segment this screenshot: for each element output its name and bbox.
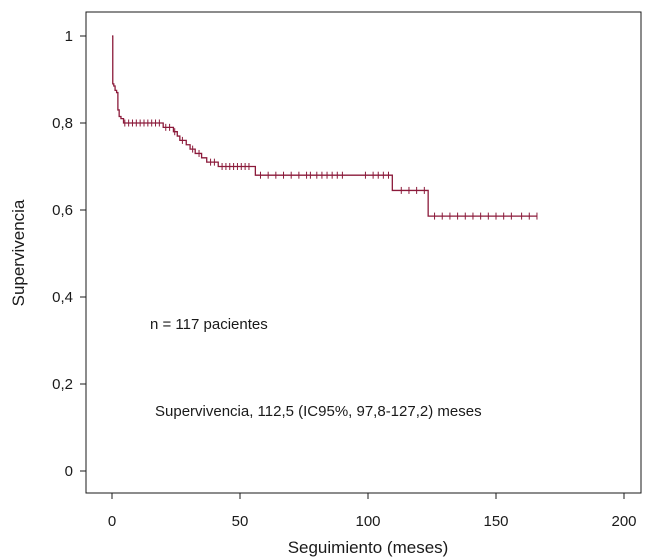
plot-frame (85, 11, 642, 494)
censor-marks (124, 119, 538, 220)
x-axis: 0 50 100 150 200 (108, 493, 637, 530)
x-tick-label: 200 (611, 513, 636, 530)
y-axis-title: Supervivencia (9, 199, 28, 306)
y-tick-label: 0,4 (52, 289, 73, 306)
survival-curve (112, 35, 537, 217)
annotation-median-survival: Supervivencia, 112,5 (IC95%, 97,8-127,2)… (155, 403, 482, 420)
y-tick-label: 0,6 (52, 202, 73, 219)
y-axis: 0 0,2 0,4 0,6 0,8 1 (52, 28, 86, 480)
x-tick-label: 150 (483, 513, 508, 530)
annotation-sample-size: n = 117 pacientes (150, 316, 268, 333)
x-axis-title: Seguimiento (meses) (288, 538, 449, 557)
x-tick-label: 50 (232, 513, 249, 530)
y-tick-label: 1 (65, 28, 73, 45)
x-tick-label: 100 (355, 513, 380, 530)
y-tick-label: 0,2 (52, 376, 73, 393)
y-tick-label: 0,8 (52, 115, 73, 132)
y-tick-label: 0 (65, 463, 73, 480)
x-tick-label: 0 (108, 513, 116, 530)
